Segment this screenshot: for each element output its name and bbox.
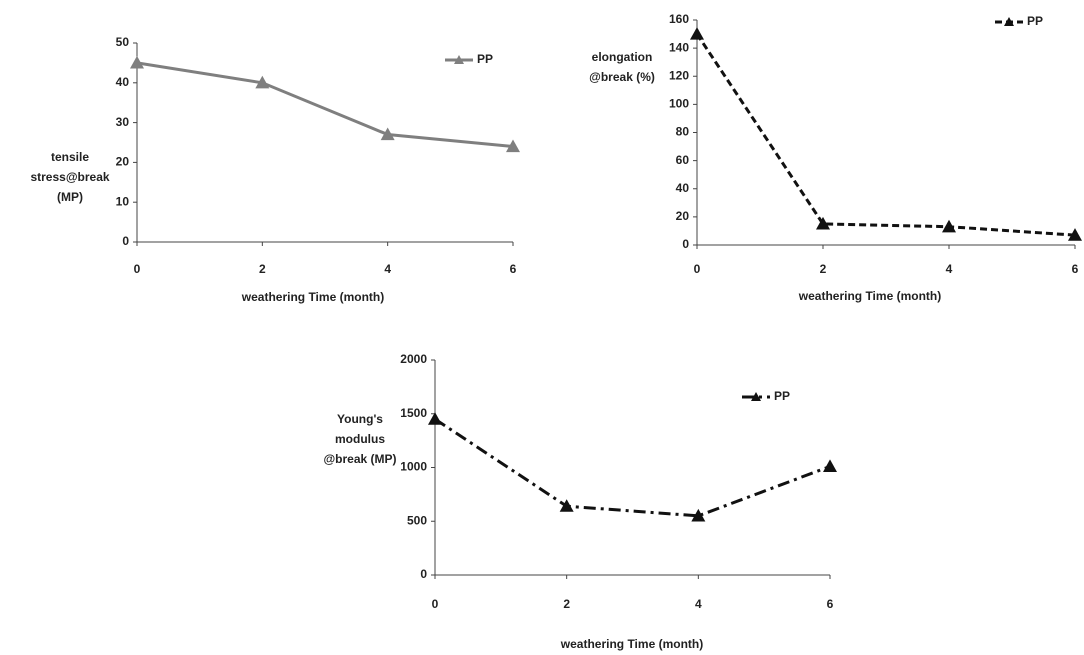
y-tick-label: 1000	[400, 460, 427, 474]
y-axis-title: stress@break	[30, 170, 109, 184]
legend-label: PP	[774, 389, 790, 403]
legend-label: PP	[477, 52, 493, 66]
x-tick-label: 6	[827, 597, 834, 611]
x-axis-title: weathering Time (month)	[560, 637, 703, 651]
y-tick-label: 40	[116, 75, 130, 89]
y-tick-label: 0	[420, 567, 427, 581]
y-tick-label: 30	[116, 115, 130, 129]
x-tick-label: 4	[384, 262, 391, 276]
y-axis-title: (MP)	[57, 190, 83, 204]
x-tick-label: 2	[563, 597, 570, 611]
y-axis-title: modulus	[335, 432, 385, 446]
y-tick-label: 140	[669, 40, 689, 54]
y-tick-label: 100	[669, 97, 689, 111]
y-axis-title: elongation	[592, 50, 653, 64]
y-axis-title: Young's	[337, 412, 383, 426]
marker	[690, 27, 704, 40]
y-tick-label: 500	[407, 513, 427, 527]
x-tick-label: 2	[259, 262, 266, 276]
series-line	[137, 63, 513, 147]
x-tick-label: 2	[820, 262, 827, 276]
y-tick-label: 40	[676, 181, 690, 195]
marker	[560, 499, 574, 512]
x-tick-label: 0	[694, 262, 701, 276]
y-tick-label: 10	[116, 194, 130, 208]
x-axis-title: weathering Time (month)	[241, 290, 384, 304]
y-axis-title: tensile	[51, 150, 89, 164]
x-axis-title: weathering Time (month)	[798, 289, 941, 303]
y-tick-label: 20	[116, 155, 130, 169]
y-tick-label: 120	[669, 68, 689, 82]
marker	[823, 459, 837, 472]
y-tick-label: 0	[122, 234, 129, 248]
series-line	[435, 419, 830, 516]
y-tick-label: 2000	[400, 352, 427, 366]
x-tick-label: 4	[946, 262, 953, 276]
x-tick-label: 0	[134, 262, 141, 276]
y-tick-label: 0	[682, 237, 689, 251]
y-tick-label: 50	[116, 35, 130, 49]
x-tick-label: 0	[432, 597, 439, 611]
legend-label: PP	[1027, 14, 1043, 28]
y-tick-label: 60	[676, 153, 690, 167]
series-line	[697, 34, 1075, 235]
y-tick-label: 80	[676, 125, 690, 139]
page: 010203040500246weathering Time (month)te…	[0, 0, 1084, 655]
y-axis-title: @break (MP)	[323, 452, 396, 466]
x-tick-label: 6	[1072, 262, 1079, 276]
marker	[428, 412, 442, 425]
y-tick-label: 1500	[400, 406, 427, 420]
y-tick-label: 20	[676, 209, 690, 223]
x-tick-label: 4	[695, 597, 702, 611]
x-tick-label: 6	[510, 262, 517, 276]
y-tick-label: 160	[669, 12, 689, 26]
y-axis-title: @break (%)	[589, 70, 655, 84]
